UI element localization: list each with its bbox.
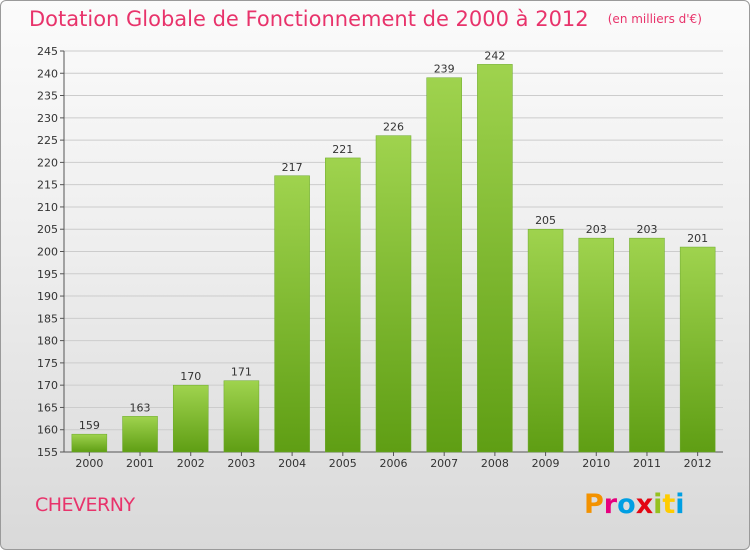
x-axis-ticks: 2000 2001 2002 2003 2004 2005 2006 2007 2008 2009…: [75, 452, 712, 470]
bar: [477, 64, 513, 453]
chart-unit: (en milliers d'€): [607, 12, 702, 26]
y-tick-label: 180: [37, 335, 58, 348]
bar: [325, 157, 361, 453]
y-tick-label: 240: [37, 67, 58, 80]
bar: [375, 135, 412, 453]
y-tick-label: 210: [37, 201, 58, 214]
data-label: 221: [332, 143, 353, 156]
x-tick-label: 2002: [177, 457, 205, 470]
data-label: 217: [282, 161, 303, 174]
bar: [578, 237, 615, 453]
x-tick-label: 2004: [278, 457, 306, 470]
chart-title: Dotation Globale de Fonctionnement de 20…: [29, 7, 589, 31]
data-label: 159: [79, 419, 100, 432]
y-tick-label: 155: [37, 446, 58, 459]
y-tick-label: 195: [37, 268, 58, 281]
x-tick-label: 2011: [633, 457, 661, 470]
y-tick-label: 215: [37, 179, 58, 192]
commune-name: CHEVERNY: [35, 494, 135, 516]
y-tick-label: 175: [37, 357, 58, 370]
x-tick-label: 2010: [582, 457, 610, 470]
bar: [426, 77, 462, 453]
bar: [629, 237, 665, 453]
bars: [71, 64, 716, 453]
bar: [122, 416, 158, 453]
x-tick-label: 2003: [227, 457, 255, 470]
data-label: 171: [231, 366, 252, 379]
y-tick-label: 190: [37, 290, 58, 303]
data-label: 170: [180, 370, 201, 383]
y-tick-label: 205: [37, 223, 58, 236]
data-label: 201: [687, 232, 708, 245]
data-label: 163: [130, 401, 151, 414]
x-tick-label: 2009: [532, 457, 560, 470]
y-tick-label: 165: [37, 401, 58, 414]
x-tick-label: 2008: [481, 457, 509, 470]
x-tick-label: 2006: [380, 457, 408, 470]
y-tick-label: 170: [37, 379, 58, 392]
logo-letter: o: [617, 489, 636, 520]
x-tick-label: 2005: [329, 457, 357, 470]
bar: [274, 175, 310, 453]
chart-title-row: Dotation Globale de Fonctionnement de 20…: [29, 7, 702, 31]
logo-letter: i: [675, 489, 685, 520]
x-tick-label: 2001: [126, 457, 154, 470]
data-label: 239: [434, 63, 455, 76]
y-tick-label: 220: [37, 156, 58, 169]
logo-letter: P: [584, 489, 604, 520]
bar: [71, 433, 108, 453]
y-axis-ticks: 155 160 165 170 175 180 185 190 195 200 205 210 215 2…: [37, 45, 723, 459]
bar: [679, 246, 716, 453]
logo-letter: i: [653, 489, 663, 520]
y-tick-label: 200: [37, 246, 58, 259]
x-tick-label: 2000: [75, 457, 103, 470]
bar: [527, 228, 564, 453]
logo-letter: r: [603, 489, 618, 520]
data-label: 203: [586, 223, 607, 236]
data-label: 203: [636, 223, 657, 236]
logo-letter: x: [635, 489, 654, 520]
data-label: 205: [535, 214, 556, 227]
bar: [172, 384, 209, 453]
y-tick-label: 230: [37, 112, 58, 125]
y-tick-label: 225: [37, 134, 58, 147]
data-label: 226: [383, 121, 404, 134]
y-tick-label: 245: [37, 45, 58, 58]
y-tick-label: 185: [37, 312, 58, 325]
y-tick-label: 235: [37, 90, 58, 103]
x-tick-label: 2007: [430, 457, 458, 470]
x-tick-label: 2012: [684, 457, 712, 470]
proxiti-logo[interactable]: Proxiti: [584, 489, 685, 520]
bar: [223, 380, 260, 453]
y-tick-label: 160: [37, 424, 58, 437]
data-label: 242: [484, 49, 505, 62]
logo-letter: t: [662, 489, 676, 520]
data-labels: 159 163 170 171 217 221 226 239 242 205 203 203 201: [79, 49, 708, 432]
